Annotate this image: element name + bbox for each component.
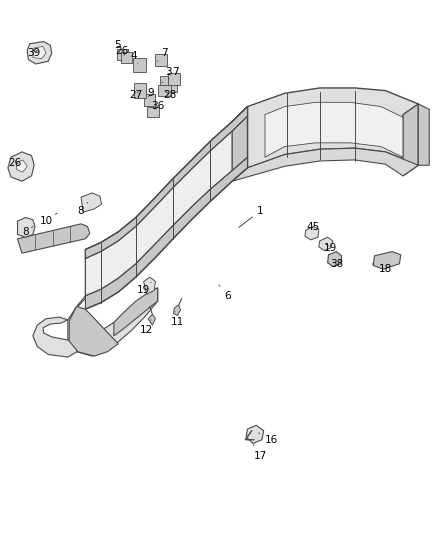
Polygon shape xyxy=(232,148,418,181)
Polygon shape xyxy=(305,227,319,240)
Polygon shape xyxy=(18,224,90,253)
Polygon shape xyxy=(114,288,158,336)
Text: 39: 39 xyxy=(28,49,41,58)
Text: 12: 12 xyxy=(140,320,153,335)
Polygon shape xyxy=(155,54,167,66)
Polygon shape xyxy=(148,314,155,325)
Text: 28: 28 xyxy=(163,90,177,100)
Text: 27: 27 xyxy=(129,90,142,100)
Polygon shape xyxy=(85,107,247,309)
Text: 1: 1 xyxy=(239,206,264,228)
Polygon shape xyxy=(246,425,264,443)
Polygon shape xyxy=(158,85,171,96)
Polygon shape xyxy=(68,249,158,356)
Text: 6: 6 xyxy=(219,285,231,301)
Polygon shape xyxy=(173,305,180,316)
Polygon shape xyxy=(373,252,401,269)
Polygon shape xyxy=(17,160,27,172)
Polygon shape xyxy=(232,107,247,181)
Polygon shape xyxy=(33,317,77,357)
Text: 16: 16 xyxy=(259,433,278,445)
Text: 5: 5 xyxy=(114,41,122,53)
Text: 11: 11 xyxy=(171,312,184,327)
Polygon shape xyxy=(160,76,177,92)
Polygon shape xyxy=(85,157,247,309)
Polygon shape xyxy=(81,193,102,212)
Polygon shape xyxy=(147,107,159,117)
Text: 4: 4 xyxy=(130,51,138,64)
Text: 26: 26 xyxy=(8,158,21,167)
Polygon shape xyxy=(85,107,247,259)
Polygon shape xyxy=(133,58,146,71)
Polygon shape xyxy=(134,83,146,98)
Polygon shape xyxy=(117,49,128,60)
Text: 45: 45 xyxy=(307,222,320,231)
Text: 19: 19 xyxy=(137,282,151,295)
Text: 3: 3 xyxy=(162,67,172,83)
Text: 38: 38 xyxy=(330,259,343,269)
Text: 8: 8 xyxy=(78,203,88,215)
Polygon shape xyxy=(247,88,420,168)
Polygon shape xyxy=(168,73,180,85)
Text: 26: 26 xyxy=(115,46,128,55)
Text: 19: 19 xyxy=(324,243,337,253)
Text: 36: 36 xyxy=(151,101,164,110)
Polygon shape xyxy=(144,277,155,294)
Polygon shape xyxy=(27,42,52,64)
Polygon shape xyxy=(120,52,131,63)
Text: 18: 18 xyxy=(372,264,392,274)
Polygon shape xyxy=(418,104,429,165)
Text: 9: 9 xyxy=(148,88,155,98)
Text: 10: 10 xyxy=(39,213,57,226)
Text: 7: 7 xyxy=(158,49,168,61)
Polygon shape xyxy=(265,102,403,157)
Polygon shape xyxy=(403,104,418,176)
Polygon shape xyxy=(328,252,342,266)
Polygon shape xyxy=(8,152,34,181)
Polygon shape xyxy=(319,237,333,251)
Text: 8: 8 xyxy=(22,227,33,237)
Polygon shape xyxy=(33,46,46,59)
Text: 7: 7 xyxy=(169,67,179,79)
Text: 17: 17 xyxy=(253,445,267,461)
Polygon shape xyxy=(144,94,155,106)
Polygon shape xyxy=(69,306,118,356)
Polygon shape xyxy=(18,217,35,237)
